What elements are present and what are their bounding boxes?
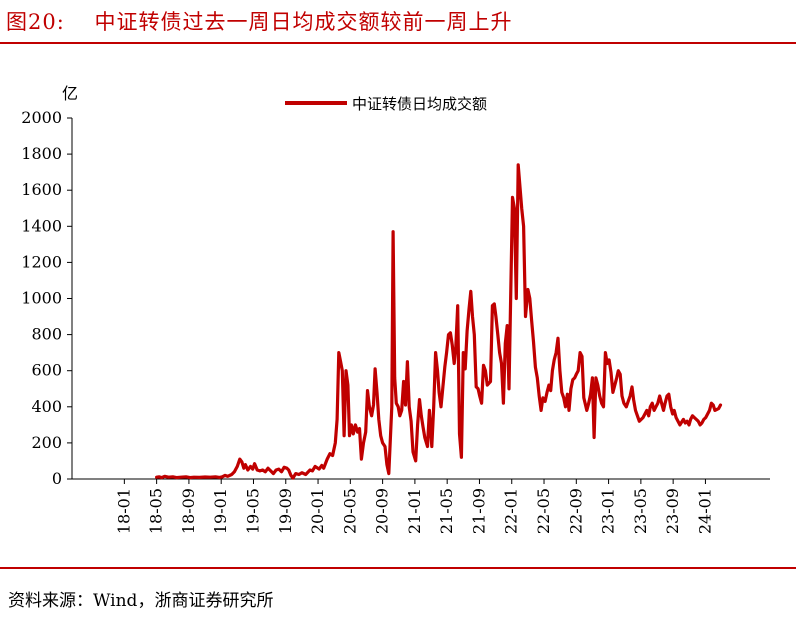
y-tick-label: 1000: [21, 289, 62, 308]
x-tick-label: 23-05: [631, 488, 650, 534]
x-tick-label: 19-09: [276, 488, 295, 534]
x-tick-label: 22-01: [502, 488, 521, 534]
x-tick-label: 23-09: [663, 488, 682, 534]
y-axis-unit-label: 亿: [62, 84, 78, 103]
x-tick-label: 21-05: [437, 488, 456, 534]
x-tick-label: 22-09: [566, 488, 585, 534]
x-tick-label: 20-09: [373, 488, 392, 534]
x-tick-label: 21-09: [469, 488, 488, 534]
y-tick-label: 200: [31, 433, 62, 452]
x-axis: 18-01 18-05 18-09 19-01 19-05 19-09 20-01 20-05…: [72, 478, 770, 534]
plot-area: [155, 163, 723, 480]
title-divider: [0, 42, 796, 44]
x-tick-label: 24-01: [695, 488, 714, 534]
x-tick-label: 22-05: [534, 488, 553, 534]
x-tick-label: 18-05: [147, 488, 166, 534]
y-tick-label: 400: [31, 397, 62, 416]
x-tick-label: 18-01: [114, 488, 133, 534]
y-axis: 0 200 400 600 800 1000 1200 1400 1600 1800 2000: [21, 108, 73, 488]
source-note: 资料来源：Wind，浙商证券研究所: [8, 591, 274, 611]
x-tick-label: 23-01: [599, 488, 618, 534]
x-tick-label: 19-01: [211, 488, 230, 534]
y-tick-label: 1800: [21, 144, 62, 163]
line-chart: 亿 中证转债日均成交额 0 200 400 600 800 1000 1200 1400 160…: [21, 84, 770, 534]
figure-title: 图20: 中证转债过去一周日均成交额较前一周上升: [6, 10, 513, 34]
x-tick-label: 19-05: [243, 488, 262, 534]
y-tick-label: 1600: [21, 180, 62, 199]
y-tick-label: 1400: [21, 216, 62, 235]
y-tick-label: 1200: [21, 252, 62, 271]
y-tick-label: 0: [52, 469, 62, 488]
x-tick-label: 18-09: [179, 488, 198, 534]
y-tick-label: 2000: [21, 108, 62, 127]
legend: 中证转债日均成交额: [285, 95, 487, 113]
y-tick-label: 800: [31, 325, 62, 344]
x-tick-label: 20-05: [340, 488, 359, 534]
source-divider: [0, 567, 796, 569]
y-tick-label: 600: [31, 361, 62, 380]
x-tick-label: 21-01: [405, 488, 424, 534]
legend-label: 中证转债日均成交额: [352, 95, 487, 113]
x-tick-label: 20-01: [308, 488, 327, 534]
series-line: [155, 163, 723, 480]
